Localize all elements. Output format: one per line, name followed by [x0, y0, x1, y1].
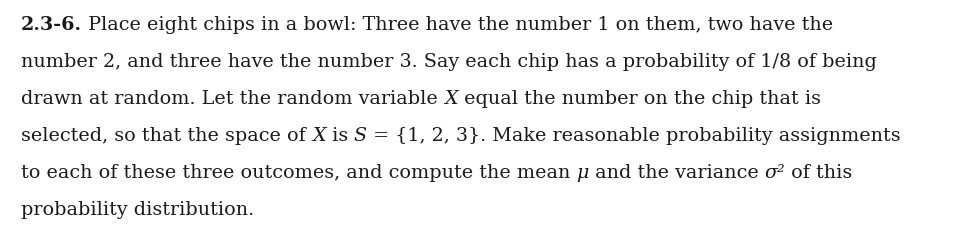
Text: X: X	[312, 127, 326, 145]
Text: selected, so that the space of: selected, so that the space of	[21, 127, 312, 145]
Text: σ²: σ²	[765, 164, 785, 182]
Text: drawn at random. Let the random variable: drawn at random. Let the random variable	[21, 90, 444, 108]
Text: 2.3-6.: 2.3-6.	[21, 16, 82, 34]
Text: number 2, and three have the number 3. Say each chip has a probability of 1/8 of: number 2, and three have the number 3. S…	[21, 53, 877, 71]
Text: to each of these three outcomes, and compute the mean: to each of these three outcomes, and com…	[21, 164, 577, 182]
Text: X: X	[444, 90, 457, 108]
Text: equal the number on the chip that is: equal the number on the chip that is	[457, 90, 820, 108]
Text: and the variance: and the variance	[589, 164, 765, 182]
Text: = {1, 2, 3}. Make reasonable probability assignments: = {1, 2, 3}. Make reasonable probability…	[367, 127, 901, 145]
Text: Place eight chips in a bowl: Three have the number 1 on them, two have the: Place eight chips in a bowl: Three have …	[82, 16, 833, 34]
Text: of this: of this	[785, 164, 853, 182]
Text: probability distribution.: probability distribution.	[21, 201, 254, 219]
Text: S: S	[354, 127, 367, 145]
Text: is: is	[326, 127, 354, 145]
Text: μ: μ	[577, 164, 589, 182]
